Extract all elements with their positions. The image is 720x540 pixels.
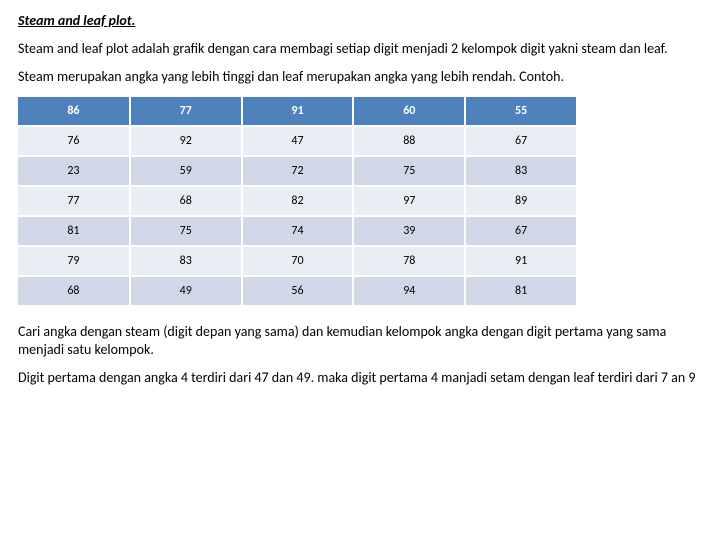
table-cell: 59	[130, 156, 242, 186]
table-cell: 77	[18, 186, 130, 216]
table-cell: 79	[18, 246, 130, 276]
table-row: 23 59 72 75 83	[18, 156, 577, 186]
table-cell: 39	[353, 216, 465, 246]
table-cell: 70	[242, 246, 354, 276]
table-cell: 68	[18, 276, 130, 306]
table-cell: 23	[18, 156, 130, 186]
table-cell: 89	[465, 186, 577, 216]
table-cell: 49	[130, 276, 242, 306]
data-table: 86 77 91 60 55 76 92 47 88 67 23 59 72 7…	[18, 97, 578, 307]
table-cell: 75	[353, 156, 465, 186]
title: Steam and leaf plot.	[18, 12, 702, 30]
table-header-cell: 86	[18, 97, 130, 126]
table-row: 81 75 74 39 67	[18, 216, 577, 246]
intro-paragraph-2: Steam merupakan angka yang lebih tinggi …	[18, 68, 702, 86]
table-header-cell: 55	[465, 97, 577, 126]
table-cell: 81	[465, 276, 577, 306]
table-cell: 67	[465, 126, 577, 156]
table-header-cell: 91	[242, 97, 354, 126]
table-cell: 78	[353, 246, 465, 276]
table-header-cell: 60	[353, 97, 465, 126]
intro-paragraph-1: Steam and leaf plot adalah grafik dengan…	[18, 40, 702, 58]
table-cell: 83	[465, 156, 577, 186]
table-cell: 97	[353, 186, 465, 216]
table-cell: 76	[18, 126, 130, 156]
table-cell: 67	[465, 216, 577, 246]
table-cell: 72	[242, 156, 354, 186]
table-row: 76 92 47 88 67	[18, 126, 577, 156]
table-cell: 83	[130, 246, 242, 276]
table-cell: 94	[353, 276, 465, 306]
table-cell: 75	[130, 216, 242, 246]
table-cell: 68	[130, 186, 242, 216]
table-row: 68 49 56 94 81	[18, 276, 577, 306]
table-cell: 81	[18, 216, 130, 246]
table-cell: 47	[242, 126, 354, 156]
closing-paragraph-1: Cari angka dengan steam (digit depan yan…	[18, 323, 702, 359]
table-row: 77 68 82 97 89	[18, 186, 577, 216]
table-cell: 92	[130, 126, 242, 156]
table-cell: 74	[242, 216, 354, 246]
table-cell: 82	[242, 186, 354, 216]
table-cell: 91	[465, 246, 577, 276]
table-header-row: 86 77 91 60 55	[18, 97, 577, 126]
table-cell: 56	[242, 276, 354, 306]
table-row: 79 83 70 78 91	[18, 246, 577, 276]
table-cell: 88	[353, 126, 465, 156]
closing-paragraph-2: Digit pertama dengan angka 4 terdiri dar…	[18, 369, 702, 387]
table-header-cell: 77	[130, 97, 242, 126]
